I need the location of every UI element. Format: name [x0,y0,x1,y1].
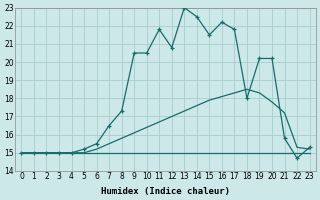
X-axis label: Humidex (Indice chaleur): Humidex (Indice chaleur) [101,187,230,196]
